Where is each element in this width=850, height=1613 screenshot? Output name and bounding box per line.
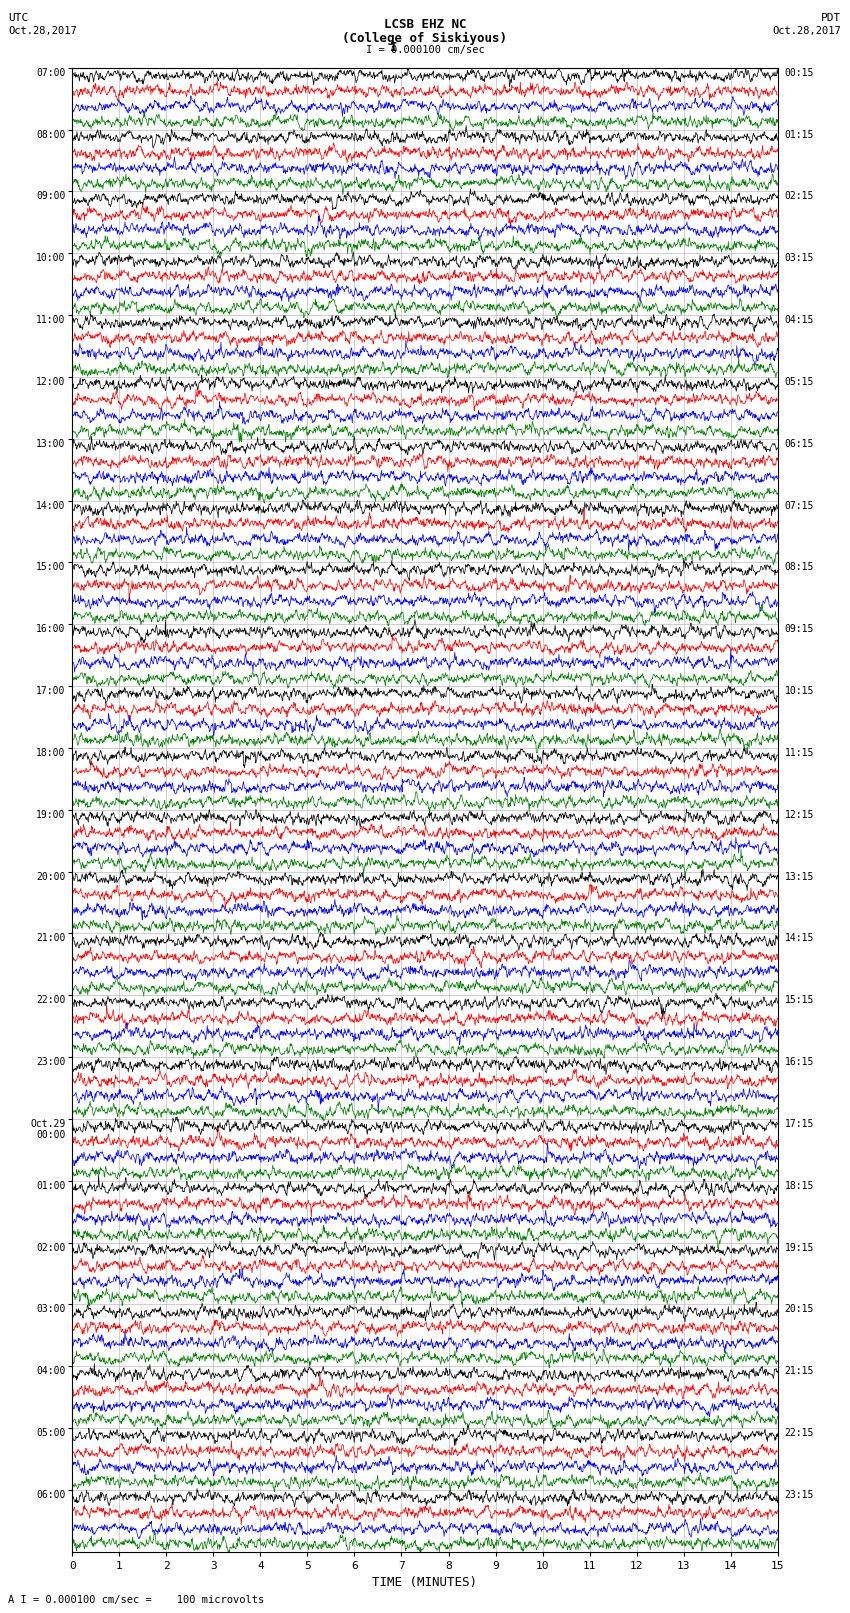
Text: 22:00: 22:00 <box>36 995 65 1005</box>
Text: 05:00: 05:00 <box>36 1428 65 1439</box>
Text: 02:00: 02:00 <box>36 1242 65 1253</box>
Text: 13:00: 13:00 <box>36 439 65 448</box>
Text: 03:00: 03:00 <box>36 1305 65 1315</box>
Text: 11:15: 11:15 <box>785 748 814 758</box>
Text: 19:15: 19:15 <box>785 1242 814 1253</box>
Text: 00:15: 00:15 <box>785 68 814 77</box>
X-axis label: TIME (MINUTES): TIME (MINUTES) <box>372 1576 478 1589</box>
Text: 15:00: 15:00 <box>36 563 65 573</box>
Text: 07:15: 07:15 <box>785 500 814 511</box>
Text: A I = 0.000100 cm/sec =    100 microvolts: A I = 0.000100 cm/sec = 100 microvolts <box>8 1595 264 1605</box>
Text: 11:00: 11:00 <box>36 315 65 326</box>
Text: 14:00: 14:00 <box>36 500 65 511</box>
Text: 01:00: 01:00 <box>36 1181 65 1190</box>
Text: 06:00: 06:00 <box>36 1490 65 1500</box>
Text: 06:15: 06:15 <box>785 439 814 448</box>
Text: 12:00: 12:00 <box>36 377 65 387</box>
Text: UTC: UTC <box>8 13 29 24</box>
Text: 23:00: 23:00 <box>36 1057 65 1068</box>
Text: 08:15: 08:15 <box>785 563 814 573</box>
Text: 16:15: 16:15 <box>785 1057 814 1068</box>
Text: 15:15: 15:15 <box>785 995 814 1005</box>
Text: 02:15: 02:15 <box>785 192 814 202</box>
Text: 19:00: 19:00 <box>36 810 65 819</box>
Text: 18:00: 18:00 <box>36 748 65 758</box>
Text: 03:15: 03:15 <box>785 253 814 263</box>
Text: 01:15: 01:15 <box>785 129 814 140</box>
Text: 10:15: 10:15 <box>785 686 814 697</box>
Text: Oct.28,2017: Oct.28,2017 <box>773 26 842 37</box>
Text: 08:00: 08:00 <box>36 129 65 140</box>
Text: (College of Siskiyous): (College of Siskiyous) <box>343 32 507 45</box>
Text: 20:00: 20:00 <box>36 871 65 882</box>
Text: 05:15: 05:15 <box>785 377 814 387</box>
Text: 20:15: 20:15 <box>785 1305 814 1315</box>
Text: 21:15: 21:15 <box>785 1366 814 1376</box>
Text: I = 0.000100 cm/sec: I = 0.000100 cm/sec <box>366 45 484 55</box>
Text: 14:15: 14:15 <box>785 934 814 944</box>
Text: Oct.29
00:00: Oct.29 00:00 <box>30 1119 65 1140</box>
Text: 07:00: 07:00 <box>36 68 65 77</box>
Text: 12:15: 12:15 <box>785 810 814 819</box>
Text: 09:00: 09:00 <box>36 192 65 202</box>
Text: 22:15: 22:15 <box>785 1428 814 1439</box>
Text: 18:15: 18:15 <box>785 1181 814 1190</box>
Text: 17:15: 17:15 <box>785 1119 814 1129</box>
Text: 21:00: 21:00 <box>36 934 65 944</box>
Text: PDT: PDT <box>821 13 842 24</box>
Text: I: I <box>390 40 397 53</box>
Text: 13:15: 13:15 <box>785 871 814 882</box>
Text: 17:00: 17:00 <box>36 686 65 697</box>
Text: LCSB EHZ NC: LCSB EHZ NC <box>383 18 467 31</box>
Text: 04:00: 04:00 <box>36 1366 65 1376</box>
Text: 04:15: 04:15 <box>785 315 814 326</box>
Text: 16:00: 16:00 <box>36 624 65 634</box>
Text: 09:15: 09:15 <box>785 624 814 634</box>
Text: Oct.28,2017: Oct.28,2017 <box>8 26 77 37</box>
Text: 23:15: 23:15 <box>785 1490 814 1500</box>
Text: 10:00: 10:00 <box>36 253 65 263</box>
